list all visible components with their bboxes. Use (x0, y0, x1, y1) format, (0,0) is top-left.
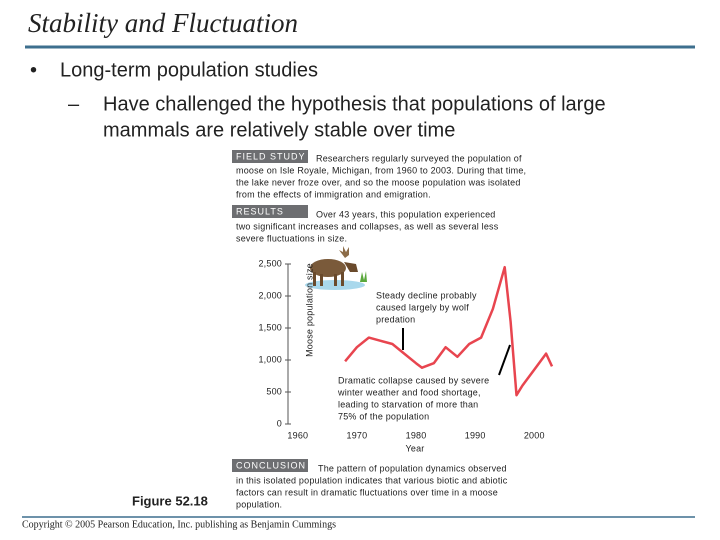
y-axis-label: Moose population size (304, 263, 314, 357)
body-text: Researchers regularly surveyed the popul… (316, 153, 522, 163)
x-tick-label: 1970 (347, 430, 368, 440)
x-tick-label: 1990 (465, 430, 486, 440)
figure-label: Figure 52.18 (132, 493, 208, 508)
sub-bullet: mammals are relatively stable over time (103, 119, 455, 141)
x-axis-label: Year (406, 443, 425, 453)
moose-icon (305, 246, 367, 290)
body-text: in this isolated population indicates th… (236, 475, 508, 485)
annotation: predation (376, 314, 415, 324)
label-box (232, 459, 308, 472)
label-box (232, 150, 308, 163)
annotation: 75% of the population (338, 411, 429, 421)
body-text: two significant increases and collapses,… (236, 221, 499, 231)
annotation: leading to starvation of more than (338, 399, 478, 409)
body-text: from the effects of immigration and emig… (236, 189, 431, 199)
section-label: RESULTS (236, 206, 284, 216)
x-tick-label: 1960 (287, 430, 308, 440)
annotation: Dramatic collapse caused by severe (338, 375, 489, 385)
bullet-dot: • (30, 59, 37, 81)
body-text: factors can result in dramatic fluctuati… (236, 487, 498, 497)
body-text: moose on Isle Royale, Michigan, from 196… (236, 165, 526, 175)
body-text: population. (236, 499, 282, 509)
body-text: The pattern of population dynamics obser… (318, 463, 507, 473)
slide-title: Stability and Fluctuation (28, 8, 298, 38)
x-tick-label: 1980 (406, 430, 427, 440)
section-label: FIELD STUDY (236, 151, 306, 161)
y-tick-label: 500 (266, 386, 282, 396)
y-tick-label: 2,000 (258, 290, 282, 300)
annotation: caused largely by wolf (376, 302, 469, 312)
body-text: severe fluctuations in size. (236, 233, 347, 243)
annotation-arrow (498, 344, 511, 376)
body-text: the lake never froze over, and so the mo… (236, 177, 521, 187)
y-tick-label: 1,500 (258, 322, 282, 332)
sub-bullet: Have challenged the hypothesis that popu… (103, 93, 606, 115)
y-tick-label: 2,500 (258, 258, 282, 268)
y-tick-label: 0 (277, 418, 282, 428)
section-label: CONCLUSION (236, 460, 306, 470)
bullet: Long-term population studies (60, 59, 318, 81)
body-text: Over 43 years, this population experienc… (316, 209, 496, 219)
annotation: winter weather and food shortage, (337, 387, 481, 397)
annotation: Steady decline probably (376, 290, 477, 300)
label-box (232, 205, 308, 218)
y-tick-label: 1,000 (258, 354, 282, 364)
copyright: Copyright © 2005 Pearson Education, Inc.… (22, 519, 336, 530)
data-line (344, 265, 554, 397)
dash: – (68, 93, 80, 115)
x-tick-label: 2000 (524, 430, 545, 440)
